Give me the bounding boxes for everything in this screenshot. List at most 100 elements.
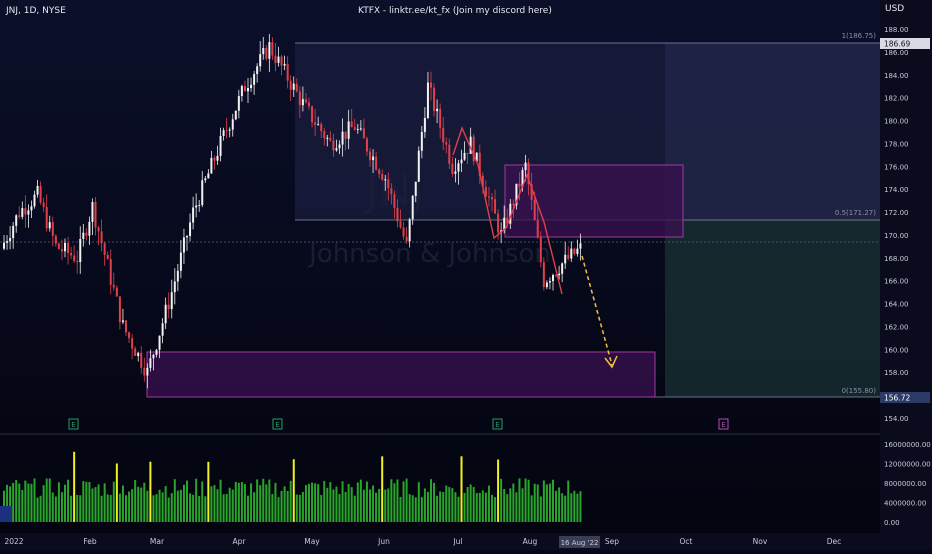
volume-bar bbox=[359, 479, 362, 522]
candle-body bbox=[210, 157, 213, 174]
candle-body bbox=[9, 238, 12, 242]
volume-bar bbox=[545, 484, 548, 522]
time-tick-label: Aug bbox=[523, 537, 538, 546]
candle-body bbox=[454, 171, 457, 174]
candle-body bbox=[481, 175, 484, 187]
volume-bar bbox=[152, 495, 155, 522]
volume-bar bbox=[100, 495, 103, 522]
candle-body bbox=[259, 54, 262, 67]
symbol-label[interactable]: JNJ, 1D, NYSE bbox=[6, 6, 66, 16]
volume-bar bbox=[265, 484, 268, 522]
candle-body bbox=[265, 48, 268, 59]
volume-bar bbox=[317, 484, 320, 522]
volume-tick-label: 16000000.00 bbox=[884, 441, 931, 449]
volume-bar bbox=[176, 490, 179, 522]
candle-body bbox=[201, 180, 204, 206]
candle-body bbox=[442, 127, 445, 143]
volume-bar bbox=[509, 488, 512, 522]
candle-body bbox=[579, 243, 582, 249]
volume-bar bbox=[155, 494, 158, 522]
volume-bar bbox=[430, 479, 432, 522]
time-tick-label: Mar bbox=[150, 537, 165, 546]
volume-bar bbox=[399, 496, 402, 522]
volume-bar bbox=[33, 478, 36, 522]
volume-bar bbox=[469, 484, 472, 522]
volume-bar bbox=[134, 480, 137, 522]
candle-body bbox=[118, 296, 121, 323]
header-note: KTFX - linktr.ee/kt_fx (Join my discord … bbox=[358, 6, 552, 16]
volume-bar bbox=[42, 485, 45, 522]
candle-body bbox=[30, 206, 33, 211]
candle-body bbox=[24, 208, 27, 215]
candle-body bbox=[460, 159, 463, 164]
volume-overlay bbox=[0, 506, 12, 522]
volume-bar bbox=[207, 461, 210, 522]
candle-body bbox=[311, 106, 314, 123]
projection-arrowhead bbox=[604, 355, 618, 369]
candle-body bbox=[94, 201, 97, 228]
price-tick-label: 162.00 bbox=[884, 323, 909, 331]
candle-body bbox=[344, 131, 347, 139]
volume-bar bbox=[167, 497, 170, 522]
candle-body bbox=[152, 354, 155, 359]
candle-body bbox=[73, 255, 76, 262]
volume-tick-label: 8000000.00 bbox=[884, 480, 926, 488]
candle-body bbox=[381, 173, 384, 180]
volume-bar bbox=[472, 487, 475, 522]
candle-body bbox=[463, 152, 466, 160]
volume-bar bbox=[70, 495, 73, 522]
volume-bar bbox=[466, 487, 469, 522]
volume-bar bbox=[555, 490, 558, 522]
candle-body bbox=[27, 210, 30, 215]
candle-body bbox=[125, 320, 127, 333]
candle-body bbox=[277, 56, 280, 63]
volume-bar bbox=[179, 489, 182, 522]
candle-body bbox=[423, 117, 426, 133]
candle-body bbox=[204, 178, 207, 181]
volume-bar bbox=[478, 492, 481, 522]
price-tick-label: 164.00 bbox=[884, 301, 909, 309]
candle-body bbox=[57, 243, 60, 249]
volume-bar bbox=[54, 496, 57, 522]
candle-body bbox=[469, 136, 472, 154]
candle-body bbox=[198, 205, 201, 207]
candle-body bbox=[509, 203, 512, 224]
price-tick-label: 166.00 bbox=[884, 278, 909, 286]
candle-body bbox=[353, 127, 356, 130]
candle-body bbox=[21, 208, 24, 217]
volume-bar bbox=[247, 495, 249, 522]
candle-body bbox=[106, 254, 109, 260]
candle-body bbox=[39, 186, 42, 203]
candle-body bbox=[271, 42, 274, 56]
candle-body bbox=[466, 152, 469, 154]
volume-bar bbox=[570, 493, 573, 522]
candle-body bbox=[216, 155, 219, 161]
price-tick-label: 172.00 bbox=[884, 209, 909, 217]
candle-body bbox=[359, 128, 362, 130]
fib-label-1: 1(186.75) bbox=[842, 32, 877, 40]
volume-bar bbox=[158, 489, 161, 522]
volume-bar bbox=[527, 479, 530, 522]
candle-body bbox=[341, 131, 344, 145]
candle-body bbox=[555, 275, 558, 277]
candle-body bbox=[542, 262, 545, 288]
candle-body bbox=[268, 42, 271, 59]
volume-bar bbox=[12, 482, 15, 522]
volume-bar bbox=[237, 482, 240, 522]
candle-body bbox=[390, 188, 393, 195]
volume-bar bbox=[579, 491, 582, 522]
candle-body bbox=[85, 232, 88, 236]
candle-body bbox=[567, 254, 570, 259]
candle-body bbox=[439, 108, 442, 128]
volume-bar bbox=[286, 490, 289, 522]
volume-bar bbox=[314, 483, 317, 522]
volume-bar bbox=[15, 479, 18, 522]
candle-body bbox=[494, 199, 497, 214]
volume-bar bbox=[533, 483, 536, 522]
volume-tick-label: 12000000.00 bbox=[884, 461, 931, 469]
volume-bar bbox=[146, 490, 149, 522]
volume-bar bbox=[91, 488, 94, 522]
candle-body bbox=[222, 130, 225, 136]
